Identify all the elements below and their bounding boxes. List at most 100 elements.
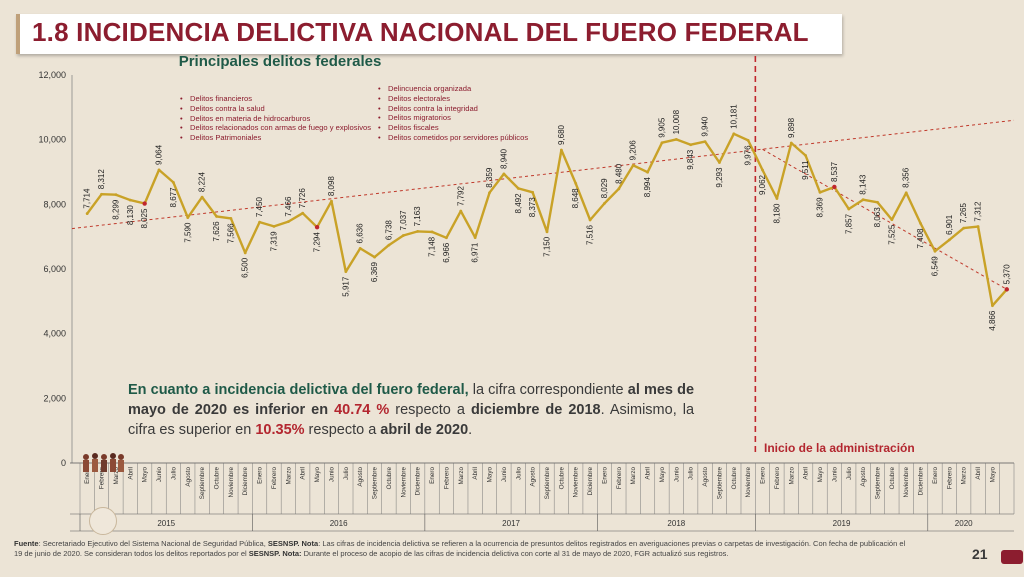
x-tick-label: Diciembre <box>242 467 249 496</box>
data-point <box>991 304 994 308</box>
statement-text: . <box>468 422 473 438</box>
x-tick-label: Agosto <box>860 467 867 487</box>
x-tick-label: Abril <box>472 467 479 480</box>
x-tick-label: Noviembre <box>903 467 910 498</box>
legend-title: Principales delitos federales <box>178 53 382 70</box>
x-tick-label: Octubre <box>889 467 896 490</box>
data-point <box>330 199 333 203</box>
data-point <box>1004 287 1010 292</box>
data-label: 8,312 <box>97 169 106 190</box>
x-tick-label: Mayo <box>989 467 996 483</box>
data-label: 7,590 <box>183 222 192 243</box>
data-point <box>488 191 491 195</box>
data-label: 7,714 <box>83 188 92 209</box>
data-label: 7,408 <box>916 228 925 249</box>
data-label: 7,466 <box>284 196 293 217</box>
data-point <box>301 211 305 215</box>
data-label: 7,265 <box>959 203 968 224</box>
x-tick-label: Febrero <box>99 467 106 490</box>
trend-line-pre-admin <box>71 119 1015 230</box>
seal-emblem <box>89 507 117 535</box>
statement-highlight: abril de 2020 <box>380 422 469 438</box>
data-label: 7,626 <box>212 221 221 242</box>
x-tick-label: Mayo <box>142 467 149 483</box>
x-tick-label: Septiembre <box>372 467 379 500</box>
data-label: 9,976 <box>744 145 753 166</box>
summary-statement: En cuanto a incidencia delictiva del fue… <box>128 380 694 440</box>
x-tick-label: Enero <box>429 467 436 484</box>
data-point <box>689 143 693 147</box>
data-point <box>314 224 320 230</box>
data-label: 7,726 <box>298 188 307 209</box>
data-label: 8,029 <box>600 178 609 199</box>
x-tick-label: Julio <box>515 467 522 480</box>
x-tick-label: Noviembre <box>400 467 407 498</box>
statement-highlight: diciembre de 2018 <box>470 402 601 418</box>
data-point <box>603 201 606 205</box>
x-tick-label: Agosto <box>357 467 364 487</box>
data-point <box>272 224 276 228</box>
data-label: 8,492 <box>514 193 523 214</box>
year-label: 2015 <box>157 519 175 528</box>
x-tick-label: Julio <box>688 467 695 480</box>
data-point <box>818 191 822 194</box>
x-tick-label: Marzo <box>961 467 968 485</box>
page-title: 1.8 INCIDENCIA DELICTIVA NACIONAL DEL FU… <box>32 17 809 47</box>
footer-label: Fuente <box>14 539 39 548</box>
legend-item: Delitos en materia de hidrocarburos <box>178 114 378 124</box>
x-tick-label: Octubre <box>558 467 565 490</box>
year-label: 2020 <box>955 519 973 528</box>
data-point <box>286 220 290 223</box>
x-tick-label: Noviembre <box>228 467 235 498</box>
data-point <box>646 170 649 174</box>
x-tick-label: Noviembre <box>573 467 580 498</box>
data-point <box>746 139 750 142</box>
x-tick-label: Octubre <box>214 467 221 490</box>
data-label: 8,224 <box>198 172 207 193</box>
data-point <box>142 201 147 206</box>
x-tick-label: Noviembre <box>745 467 752 498</box>
x-tick-label: Diciembre <box>415 467 422 496</box>
x-tick-label: Marzo <box>630 467 637 485</box>
data-label: 7,294 <box>313 232 322 253</box>
legend-item: Delitos electorales <box>376 94 561 104</box>
x-tick-label: Enero <box>257 467 264 484</box>
x-tick-label: Abril <box>127 467 134 480</box>
year-label: 2016 <box>330 519 348 528</box>
data-point <box>832 184 837 190</box>
data-point <box>962 226 966 230</box>
data-label: 7,450 <box>255 197 264 218</box>
y-tick-label: 2,000 <box>43 393 66 403</box>
data-point <box>358 247 362 250</box>
data-point <box>933 249 937 253</box>
x-tick-label: Junio <box>831 467 838 483</box>
data-label: 9,940 <box>701 116 710 137</box>
x-tick-label: Febrero <box>616 467 623 490</box>
data-point <box>344 270 348 274</box>
data-label: 8,130 <box>126 205 135 226</box>
footer-note: Fuente: Secretariado Ejecutivo del Siste… <box>14 539 914 558</box>
data-label: 7,525 <box>887 224 896 245</box>
data-point <box>128 198 132 202</box>
legend-item: Delitos financieros <box>178 94 378 104</box>
data-point <box>890 218 894 222</box>
statement-lead: En cuanto a incidencia delictiva del fue… <box>128 382 469 398</box>
administration-start-label: Inicio de la administración <box>764 441 915 455</box>
data-point <box>229 216 233 220</box>
data-point <box>919 222 922 225</box>
data-point <box>430 230 434 234</box>
data-point <box>617 187 621 191</box>
data-point <box>574 181 578 185</box>
government-logo <box>1001 550 1023 564</box>
data-point <box>718 161 721 164</box>
statement-text: . Asimismo, la cifra es superior en <box>128 402 695 438</box>
data-label: 7,319 <box>269 231 278 252</box>
legend-item: Delitos relacionados con armas de fuego … <box>178 123 378 133</box>
data-point <box>631 163 635 167</box>
data-point <box>445 236 448 240</box>
data-label: 7,566 <box>226 223 235 244</box>
data-point <box>703 140 707 144</box>
y-tick-label: 10,000 <box>38 135 66 145</box>
data-point <box>157 168 161 172</box>
